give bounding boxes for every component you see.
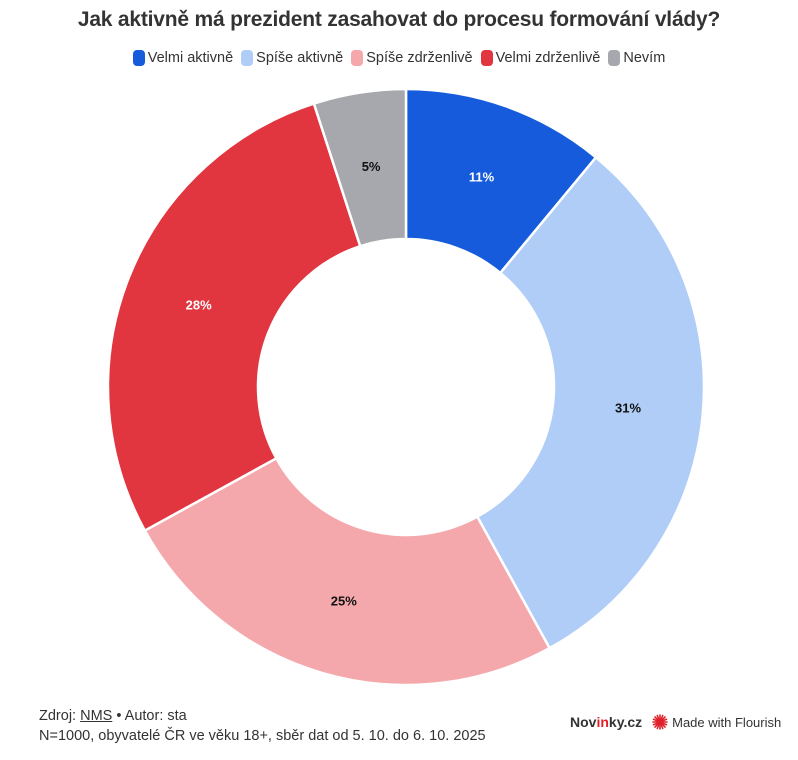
footer: Zdroj: NMS • Autor: sta N=1000, obyvatel… (39, 706, 486, 746)
slice-label-3: 28% (186, 297, 212, 312)
donut-slice-3[interactable] (106, 102, 362, 533)
legend-label: Velmi aktivně (147, 50, 234, 66)
legend-item-1[interactable]: Spíše aktivně (241, 50, 343, 66)
chart-title: Jak aktivně má prezident zasahovat do pr… (77, 8, 721, 31)
flourish-icon (652, 714, 668, 730)
legend-swatch (608, 50, 621, 66)
legend-swatch (351, 50, 364, 66)
slice-label-4: 5% (362, 159, 381, 174)
author: • Autor: sta (112, 708, 187, 724)
legend-item-3[interactable]: Velmi zdrženlivě (480, 50, 601, 66)
slice-label-0: 11% (469, 170, 495, 185)
flourish-credit[interactable]: Made with Flourish (672, 714, 782, 730)
donut-slice-4[interactable] (312, 87, 408, 248)
legend-swatch (132, 50, 145, 66)
legend-label: Velmi zdrženlivě (495, 50, 601, 66)
slice-label-1: 31% (615, 400, 641, 415)
legend-label: Nevím (623, 50, 666, 66)
legend-item-2[interactable]: Spíše zdrženlivě (351, 50, 473, 66)
novinky-logo[interactable]: Novinky.cz (570, 714, 643, 730)
legend-swatch (241, 50, 254, 66)
legend-item-4[interactable]: Nevím (608, 50, 665, 66)
source-prefix: Zdroj: (39, 708, 81, 724)
legend-item-0[interactable]: Velmi aktivně (132, 50, 234, 66)
source-link[interactable]: NMS (80, 708, 113, 724)
legend: Velmi aktivně Spíše aktivně Spíše zdržen… (0, 50, 798, 66)
legend-label: Spíše zdrženlivě (366, 50, 473, 66)
donut-slice-1[interactable] (475, 155, 706, 650)
legend-swatch (480, 50, 493, 66)
slice-label-2: 25% (331, 594, 357, 609)
donut-chart: 11% 31% 25% 28% 5% (106, 87, 706, 687)
source-line: Zdroj: NMS • Autor: sta (39, 706, 486, 726)
donut-slice-2[interactable] (143, 456, 552, 687)
branding: Novinky.cz Made with Flourish (570, 714, 781, 730)
legend-label: Spíše aktivně (256, 50, 344, 66)
methodology-note: N=1000, obyvatelé ČR ve věku 18+, sběr d… (39, 728, 486, 744)
